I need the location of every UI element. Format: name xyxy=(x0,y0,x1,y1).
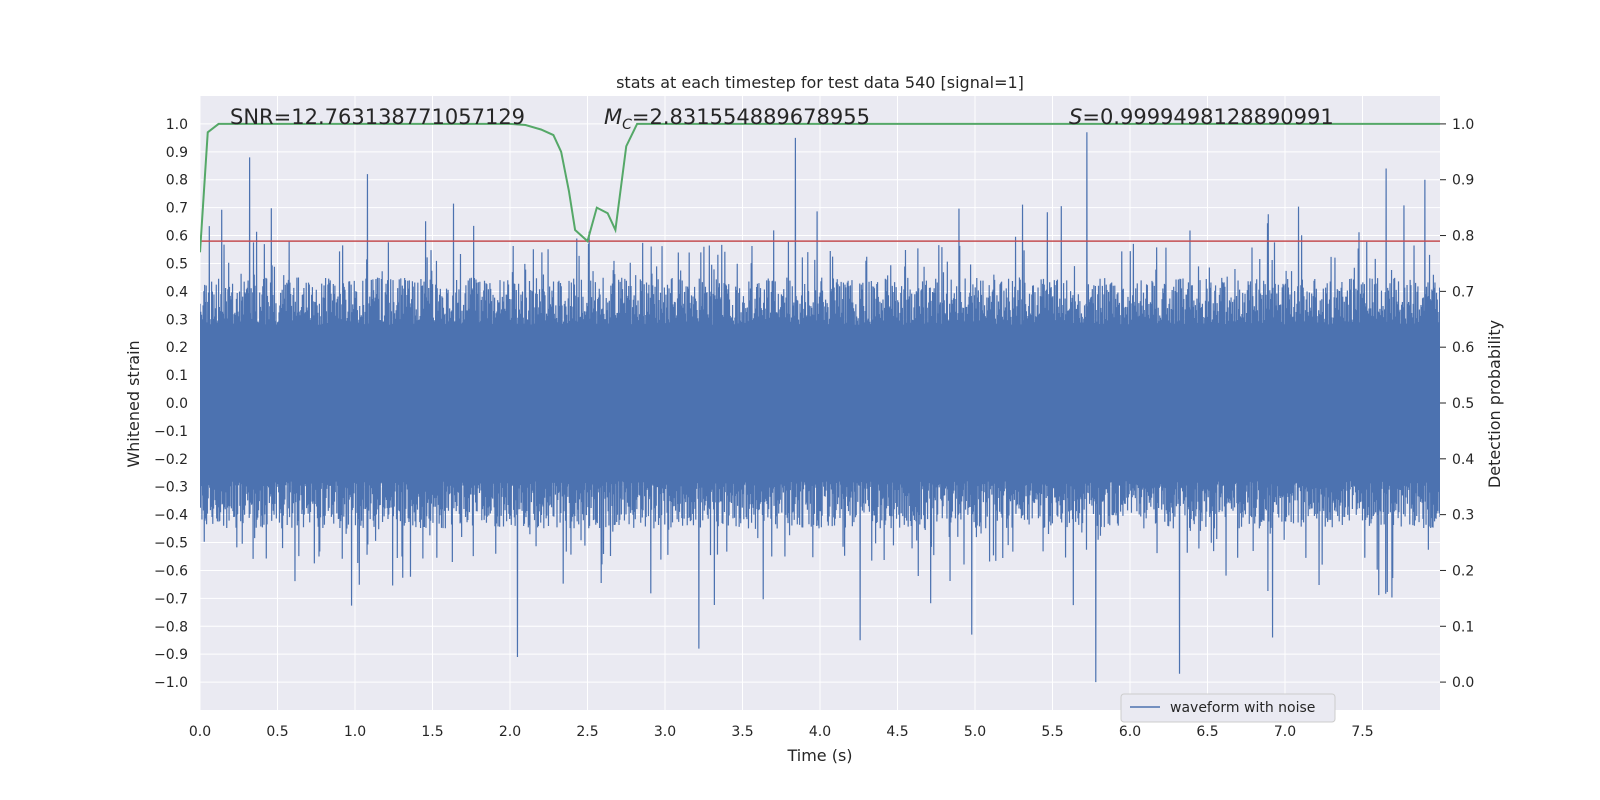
y2-tick-label: 0.0 xyxy=(1452,675,1474,691)
annotation-snr: SNR=12.763138771057129 xyxy=(230,105,525,129)
y-tick-label: 0.2 xyxy=(166,340,188,356)
s-symbol: S xyxy=(1069,105,1082,129)
y-tick-label: −0.8 xyxy=(154,619,188,635)
x-tick-label: 1.5 xyxy=(421,724,443,740)
x-tick-label: 2.0 xyxy=(499,724,521,740)
y-tick-label: 0.5 xyxy=(166,256,188,272)
y2-tick-label: 0.2 xyxy=(1452,563,1474,579)
y-tick-label: −0.2 xyxy=(154,452,188,468)
x-tick-label: 6.5 xyxy=(1196,724,1218,740)
y-tick-label: 0.0 xyxy=(166,396,188,412)
x-tick-label: 0.0 xyxy=(189,724,211,740)
x-tick-label: 5.5 xyxy=(1041,724,1063,740)
y-tick-label: −0.6 xyxy=(154,563,188,579)
x-tick-label: 0.5 xyxy=(266,724,288,740)
y2-tick-labels: 1.0 0.9 0.8 0.7 0.6 0.5 0.4 0.3 0.2 0.1 0.0 xyxy=(1440,117,1474,691)
y-tick-label: 1.0 xyxy=(166,117,188,133)
y-tick-label: −0.4 xyxy=(154,508,188,524)
y2-tick-label: 0.7 xyxy=(1452,284,1474,300)
y-tick-label: −0.5 xyxy=(154,536,188,552)
y2-tick-label: 0.6 xyxy=(1452,340,1474,356)
x-tick-label: 3.5 xyxy=(731,724,753,740)
y2-tick-label: 0.8 xyxy=(1452,229,1474,245)
chirp-mass-symbol: M xyxy=(604,105,622,129)
y-tick-labels: 1.0 0.9 0.8 0.7 0.6 0.5 0.4 0.3 0.2 0.1 0.0 −0.1 −0.… xyxy=(154,117,188,691)
x-axis-label: Time (s) xyxy=(786,746,852,765)
y-tick-label: −0.9 xyxy=(154,647,188,663)
x-tick-labels: 0.0 0.5 1.0 1.5 2.0 2.5 3.0 3.5 4.0 4.5 5.0 5.5 6.0 6… xyxy=(189,724,1374,740)
legend-box xyxy=(1120,693,1336,723)
y-tick-label: −1.0 xyxy=(154,675,188,691)
y2-tick-label: 0.3 xyxy=(1452,508,1474,524)
y-tick-label: 0.7 xyxy=(166,201,188,217)
plot-area xyxy=(199,96,1440,710)
y2-tick-label: 1.0 xyxy=(1452,117,1474,133)
y-tick-label: 0.8 xyxy=(166,173,188,189)
series-waveform-with-noise xyxy=(200,132,1440,683)
y2-axis-label: Detection probability xyxy=(1485,320,1504,488)
y-tick-label: −0.1 xyxy=(154,424,188,440)
legend: waveform with noise xyxy=(1120,693,1336,723)
annotation-s: S=0.9999498128890991 xyxy=(1069,105,1334,129)
y-tick-label: 0.3 xyxy=(166,312,188,328)
y-tick-label: 0.6 xyxy=(166,229,188,245)
y-tick-label: −0.7 xyxy=(154,591,188,607)
y2-tick-label: 0.5 xyxy=(1452,396,1474,412)
x-tick-label: 1.0 xyxy=(344,724,366,740)
x-tick-label: 2.5 xyxy=(576,724,598,740)
x-tick-label: 3.0 xyxy=(654,724,676,740)
chart-title: stats at each timestep for test data 540… xyxy=(616,73,1024,92)
series-layer xyxy=(200,122,1440,683)
series-detection-probability xyxy=(200,122,1440,253)
y-axis-label: Whitened strain xyxy=(124,340,143,467)
x-tick-label: 4.0 xyxy=(809,724,831,740)
annotation-chirp-mass: MC=2.831554889678955 xyxy=(604,105,870,133)
x-tick-label: 6.0 xyxy=(1119,724,1141,740)
y2-tick-label: 0.9 xyxy=(1452,173,1474,189)
x-tick-label: 7.5 xyxy=(1351,724,1373,740)
y-tick-label: 0.4 xyxy=(166,284,188,300)
legend-label-waveform: waveform with noise xyxy=(1170,700,1315,716)
s-value: =0.9999498128890991 xyxy=(1082,105,1333,129)
x-tick-label: 7.0 xyxy=(1274,724,1296,740)
x-tick-label: 5.0 xyxy=(964,724,986,740)
y-tick-label: 0.1 xyxy=(166,368,188,384)
x-tick-label: 4.5 xyxy=(886,724,908,740)
y2-tick-label: 0.4 xyxy=(1452,452,1474,468)
y2-tick-label: 0.1 xyxy=(1452,619,1474,635)
chirp-mass-value: =2.831554889678955 xyxy=(632,105,870,129)
chirp-mass-subscript: C xyxy=(622,117,632,133)
y-tick-label: −0.3 xyxy=(154,480,188,496)
y-tick-label: 0.9 xyxy=(166,145,188,161)
